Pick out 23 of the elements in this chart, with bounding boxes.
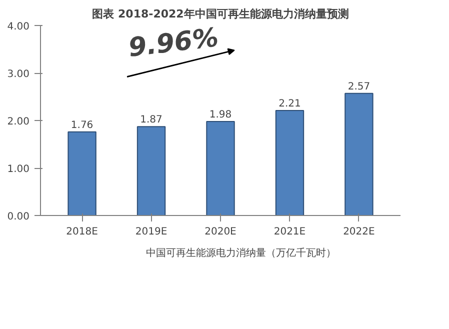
chart-title: 图表 2018-2022年中国可再生能源电力消纳量预测: [92, 8, 349, 20]
x-tick-label: 2019E: [135, 226, 168, 238]
annotation: 9.96%: [126, 22, 220, 64]
data-label: 1.87: [140, 114, 162, 126]
data-label: 2.21: [278, 98, 301, 110]
y-tick-label: 4.00: [7, 22, 30, 32]
bar: [206, 120, 235, 216]
bar: [344, 92, 374, 216]
y-tick-label: 0.00: [7, 212, 30, 222]
y-tick-label: 2.00: [7, 116, 30, 128]
bar: [275, 110, 304, 216]
x-tick-label: 2020E: [204, 226, 236, 238]
x-tick-label: 2021E: [274, 226, 306, 238]
data-label: 1.98: [209, 109, 232, 120]
x-tick-label: 2022E: [343, 226, 375, 238]
data-label: 1.76: [70, 120, 94, 131]
y-tick-label: 3.00: [7, 69, 30, 80]
bar: [136, 126, 166, 216]
bar: [68, 131, 96, 216]
x-tick-label: 2018E: [66, 226, 98, 238]
text: 中国可再生能源电力消纳量（万亿千瓦时）: [146, 246, 336, 260]
data-label: 2.57: [348, 81, 370, 92]
y-tick-label: 1.00: [7, 164, 30, 175]
